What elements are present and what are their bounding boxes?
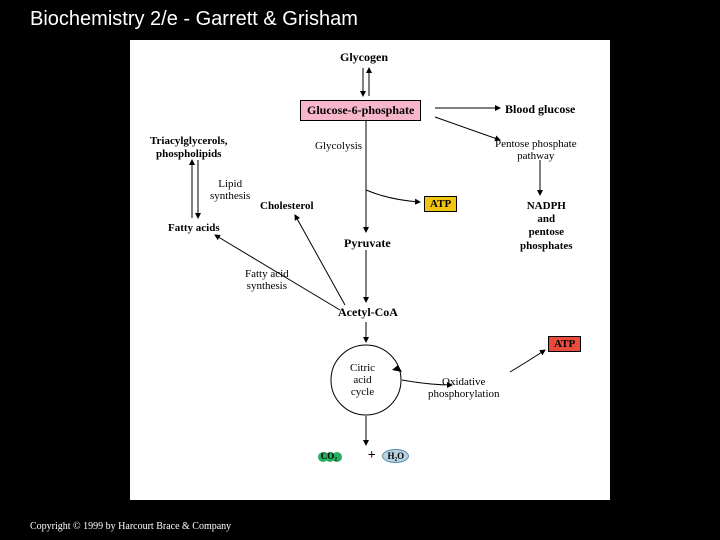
label-pentose-pathway: Pentose phosphate pathway xyxy=(495,138,577,162)
node-pyruvate: Pyruvate xyxy=(344,236,391,251)
node-cholesterol: Cholesterol xyxy=(260,200,314,212)
node-glucose-6-phosphate: Glucose-6-phosphate xyxy=(300,100,421,121)
metabolism-diagram: Glycogen Glucose-6-phosphate Blood gluco… xyxy=(130,40,610,500)
label-oxidative-phosphorylation: Oxidative phosphorylation xyxy=(428,376,500,400)
node-blood-glucose: Blood glucose xyxy=(505,102,575,117)
node-fatty-acids: Fatty acids xyxy=(168,222,220,234)
page-title: Biochemistry 2/e - Garrett & Grisham xyxy=(30,8,358,31)
node-triacylglycerols: Triacylglycerols, phospholipids xyxy=(150,135,228,161)
label-lipid-synthesis: Lipid synthesis xyxy=(210,178,250,202)
copyright-text: Copyright © 1999 by Harcourt Brace & Com… xyxy=(30,521,231,532)
node-acetyl-coa: Acetyl-CoA xyxy=(338,305,398,320)
label-citric-acid-cycle: Citric acid cycle xyxy=(350,362,375,398)
node-nadph: NADPH and pentose phosphates xyxy=(520,200,573,253)
h2o-bubble: H₂O xyxy=(382,449,409,463)
node-atp-glycolysis: ATP xyxy=(424,196,457,212)
co2-bubble: CO₂ xyxy=(318,450,361,462)
node-atp-oxphos: ATP xyxy=(548,336,581,352)
label-fatty-acid-synthesis: Fatty acid synthesis xyxy=(245,268,289,292)
node-co2-h2o: CO₂ + H₂O xyxy=(318,448,409,464)
label-glycolysis: Glycolysis xyxy=(315,140,362,152)
node-glycogen: Glycogen xyxy=(340,50,388,65)
